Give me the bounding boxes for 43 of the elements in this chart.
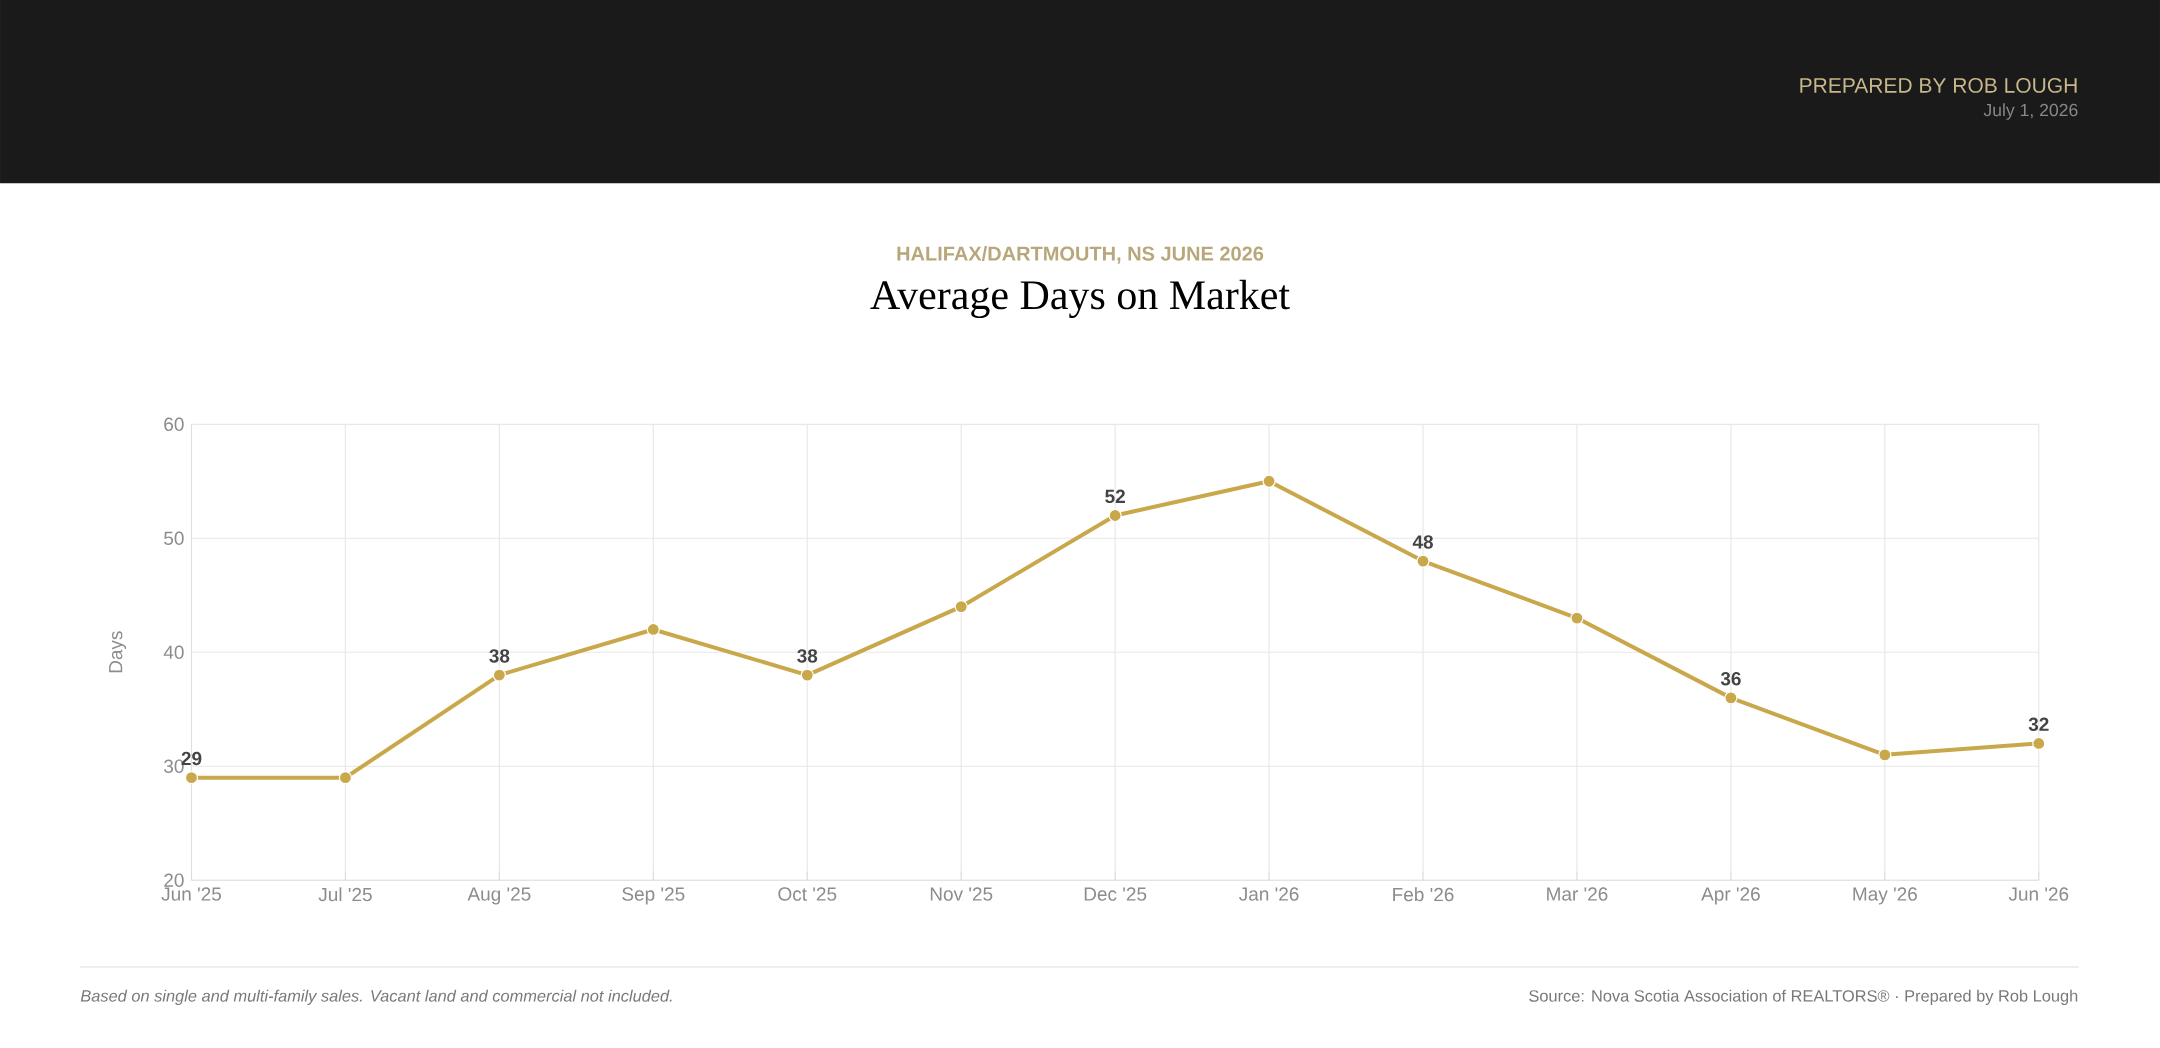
point	[954, 599, 968, 614]
point	[1416, 554, 1430, 568]
x-tick-label: Jan '26	[1239, 887, 1299, 901]
x-tick-label: Feb '26	[1393, 887, 1454, 902]
point	[184, 770, 199, 785]
source-note: Source: Nova Scotia Association of REALTORS® · Prepared by Rob Lough	[1529, 989, 2078, 1005]
point	[1262, 474, 1276, 488]
point	[800, 668, 814, 682]
point	[1878, 748, 1892, 762]
data-label: 38	[489, 649, 510, 663]
y-axis-title: Days	[109, 631, 127, 673]
y-tick-label: 20	[164, 873, 184, 887]
x-tick-label: Aug '25	[467, 887, 531, 905]
x-tick-label: Dec '25	[1084, 887, 1147, 901]
point	[1570, 611, 1584, 625]
y-tick-label: 40	[163, 645, 184, 659]
data-label: 32	[2028, 717, 2049, 731]
x-tick-label: Sep '25	[622, 887, 685, 905]
point	[646, 622, 660, 636]
point	[338, 770, 353, 785]
point	[2032, 736, 2046, 750]
text: PREPARED BY ROB LOUGH	[1800, 77, 2077, 93]
y-tick-label: 60	[164, 417, 184, 431]
x-tick-label: Jul '25	[318, 887, 372, 902]
chart-subtitle: HALIFAX/DARTMOUTH, NS JUNE 2026	[897, 245, 1264, 264]
x-tick-label: Jun '25	[161, 887, 222, 901]
text: July 1, 2026	[1983, 103, 2078, 120]
x-tick-label: Oct '25	[778, 887, 837, 901]
data-label: 38	[797, 649, 818, 663]
data-label: 52	[1105, 489, 1125, 503]
point	[1108, 508, 1122, 522]
data-label: 48	[1412, 535, 1433, 549]
point	[492, 668, 506, 682]
text: Based on single and multi-family sales. Vacant land and commercial not included.	[80, 989, 672, 1005]
chart-title: Average Days on Market	[870, 279, 1290, 318]
x-tick-label: May '26	[1853, 887, 1917, 905]
y-tick-label: 50	[164, 531, 184, 545]
data-label: 36	[1720, 671, 1741, 686]
point	[1724, 691, 1738, 705]
x-tick-label: Apr '26	[1701, 887, 1760, 905]
x-tick-label: Jun '26	[2008, 887, 2069, 901]
x-tick-label: Nov '25	[930, 887, 993, 901]
x-tick-label: Mar '26	[1547, 887, 1608, 901]
